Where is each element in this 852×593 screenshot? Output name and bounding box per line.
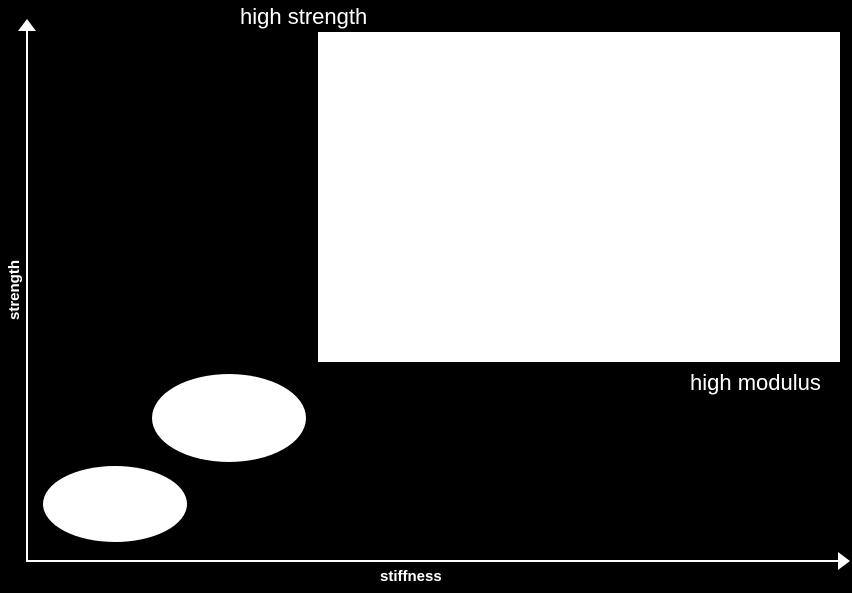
y-axis-label: strength [6,260,23,320]
x-axis-label: stiffness [380,568,442,585]
y-axis-arrow [18,19,36,31]
diagram-canvas: stiffness strength high strength high mo… [0,0,852,593]
y-axis-line [26,28,28,562]
ellipse-region-2 [152,374,306,462]
high-region-rect [318,32,840,362]
x-axis-arrow [838,552,850,570]
ellipse-region-1 [43,466,187,542]
high-strength-label: high strength [240,4,367,30]
high-modulus-label: high modulus [690,370,821,396]
x-axis-line [26,560,840,562]
